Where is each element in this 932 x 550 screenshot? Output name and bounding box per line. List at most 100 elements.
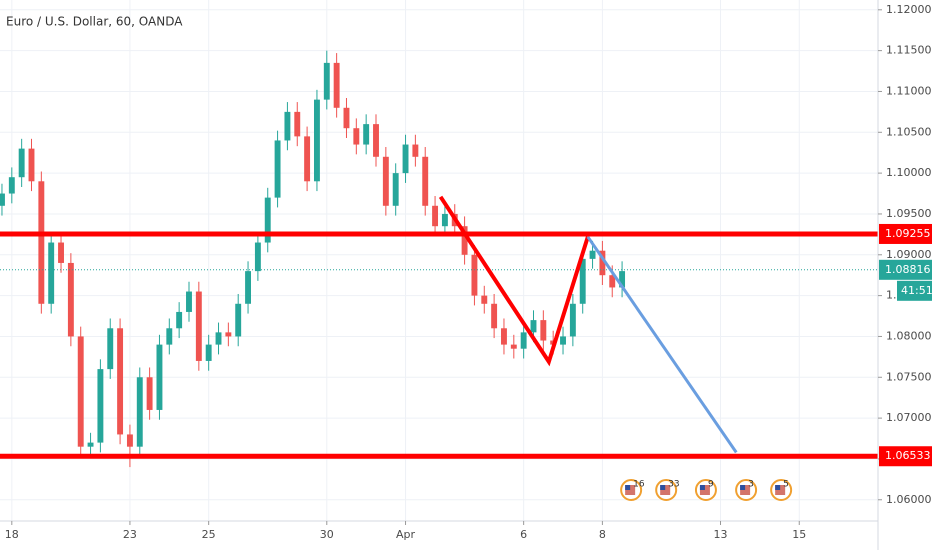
candle-body — [107, 328, 114, 370]
data-layer: 16 33 9 3 5 — [0, 50, 878, 501]
candle-body — [294, 111, 301, 137]
candle-body — [402, 144, 409, 174]
candle-body — [38, 181, 45, 304]
event-icon: 5 — [770, 479, 793, 501]
candle-body — [176, 311, 183, 329]
countdown-badge — [897, 280, 932, 301]
event-flag-canton — [775, 485, 781, 490]
event-count: 3 — [748, 480, 754, 490]
candle-body — [560, 336, 566, 345]
x-tick-label: 30 — [320, 528, 334, 541]
candle-body — [589, 250, 596, 259]
candle-body — [28, 148, 35, 182]
candle-body — [599, 250, 606, 276]
event-icon: 3 — [735, 479, 758, 501]
candle-body — [245, 271, 251, 304]
candle-body — [382, 156, 389, 206]
candle-body — [510, 344, 517, 349]
candle-body — [392, 173, 399, 206]
candle-body — [412, 144, 419, 157]
y-tick-label: 1.07500 — [886, 370, 932, 383]
candle-body — [333, 62, 340, 108]
countdown-label: 41:51 — [901, 284, 932, 297]
event-icon: 9 — [694, 479, 717, 501]
candle-body — [363, 124, 370, 145]
level-label: 1.06533 — [885, 449, 931, 462]
candle-body — [215, 332, 222, 345]
candle-body — [579, 258, 586, 304]
candle-body — [87, 442, 94, 447]
chart-title: Euro / U.S. Dollar, 60, OANDA — [6, 15, 183, 29]
event-flag-canton — [740, 485, 746, 490]
candle-body — [461, 226, 468, 255]
x-tick-label: 15 — [792, 528, 806, 541]
candle-body — [117, 328, 124, 435]
candle-body — [0, 193, 5, 206]
candle-body — [441, 213, 448, 227]
y-tick-label: 1.11000 — [886, 84, 932, 97]
y-tick-label: 1.09000 — [886, 248, 932, 261]
candle-body — [186, 291, 192, 312]
candle-body — [530, 320, 537, 333]
event-flag-canton — [625, 485, 631, 490]
y-tick-label: 1.11500 — [886, 44, 932, 57]
candle-body — [481, 295, 488, 304]
y-tick-label: 1.10000 — [886, 166, 932, 179]
x-tick-label: 18 — [5, 528, 19, 541]
candle-body — [304, 136, 311, 182]
candle-body — [323, 62, 330, 100]
candle-body — [235, 303, 242, 337]
candle-body — [353, 128, 360, 145]
candle-body — [67, 262, 74, 337]
candle-body — [284, 111, 291, 141]
candle-body — [422, 156, 429, 206]
y-tick-label: 1.06000 — [886, 493, 932, 506]
candle-body — [205, 344, 212, 361]
candle-body — [520, 332, 527, 349]
candle-body — [126, 434, 133, 447]
candle-body — [225, 332, 232, 337]
x-tick-label: 8 — [599, 528, 606, 541]
event-icon: 16 — [620, 479, 645, 501]
candle-body — [619, 271, 626, 288]
candle-body — [569, 303, 576, 337]
x-tick-label: 13 — [714, 528, 728, 541]
candle-body — [491, 303, 498, 329]
candle-body — [18, 148, 25, 178]
event-flag-canton — [699, 485, 705, 490]
candle-body — [97, 369, 104, 443]
candle-body — [313, 99, 320, 182]
event-count: 5 — [783, 480, 789, 490]
candle-body — [471, 254, 478, 296]
x-tick-label: 25 — [202, 528, 216, 541]
event-icon: 33 — [655, 479, 680, 501]
y-tick-label: 1.07000 — [886, 411, 932, 424]
candle-body — [156, 344, 163, 410]
candle-body — [48, 242, 55, 304]
grid-layer — [0, 0, 878, 521]
y-tick-label: 1.08000 — [886, 329, 932, 342]
candle-body — [432, 205, 439, 227]
candle-body — [58, 242, 64, 263]
candle-body — [540, 320, 547, 341]
y-tick-label: 1.10500 — [886, 125, 932, 138]
event-flag-canton — [660, 485, 666, 490]
x-tick-label: 6 — [520, 528, 527, 541]
trend-drawing — [438, 195, 590, 367]
level-badge — [879, 446, 932, 467]
candle-body — [264, 197, 271, 243]
candle-body — [146, 377, 153, 410]
y-tick-label: 1.09500 — [886, 207, 932, 220]
candle-body — [195, 291, 202, 361]
level-badge — [879, 223, 932, 244]
candle-body — [166, 328, 173, 345]
candle-body — [609, 275, 616, 288]
event-count: 16 — [633, 480, 645, 490]
trend-drawing — [586, 235, 738, 454]
candle-body — [254, 242, 261, 272]
x-tick-label: Apr — [396, 528, 416, 541]
candle-body — [343, 107, 350, 129]
